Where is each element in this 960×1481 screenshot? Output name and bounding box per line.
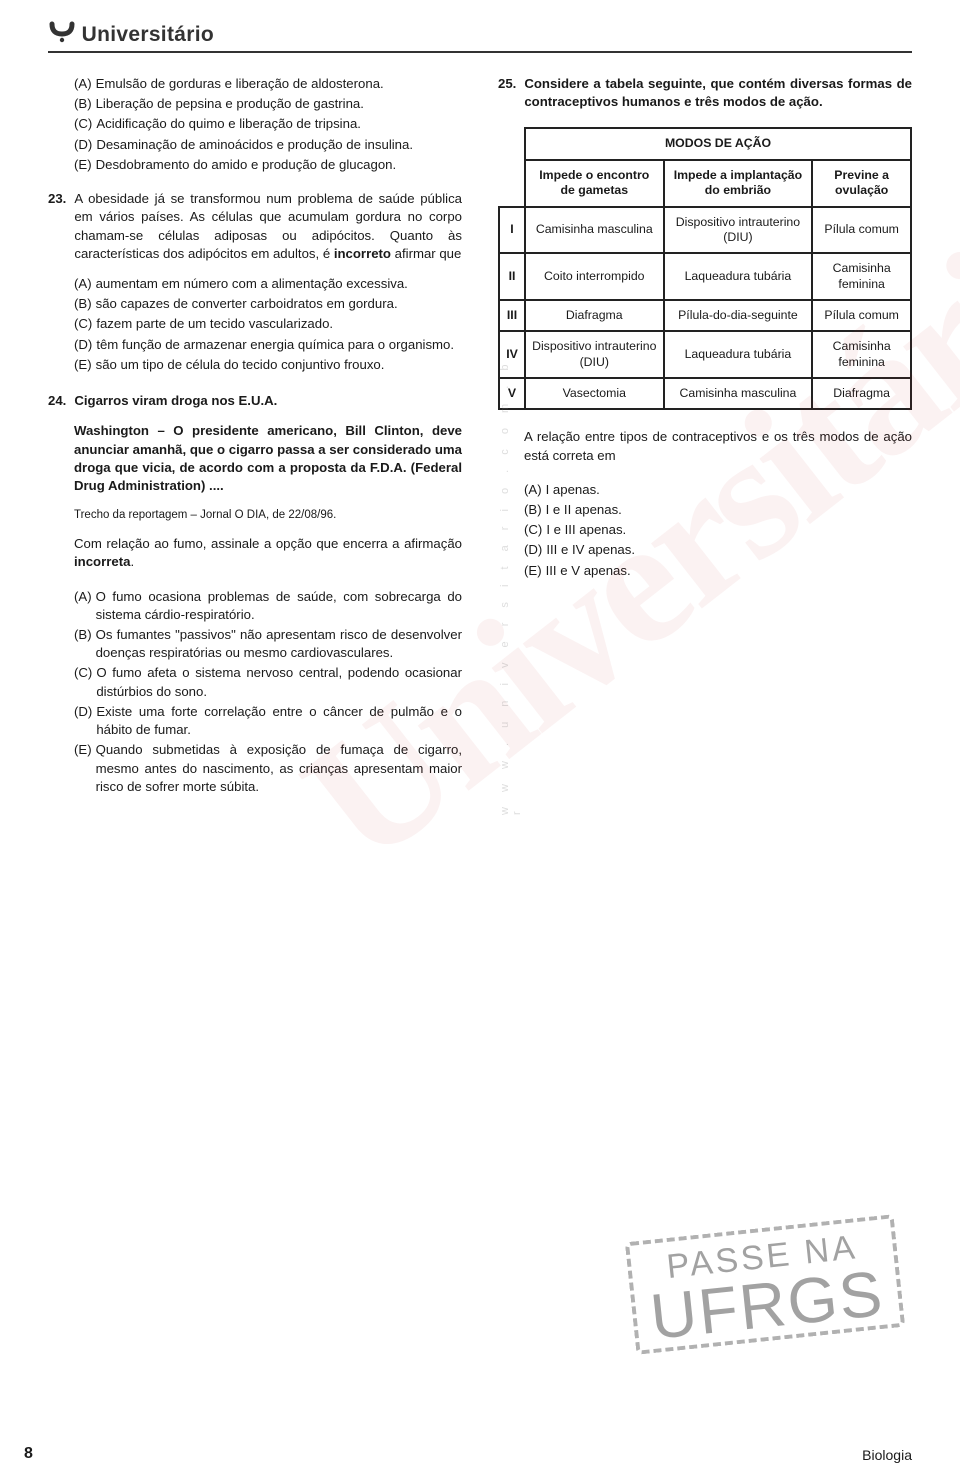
- q25-stem: Considere a tabela seguinte, que contém …: [524, 75, 912, 111]
- q25-table: MODOS DE AÇÃO Impede o encontro de gamet…: [498, 127, 912, 410]
- q23: 23. A obesidade já se transformou num pr…: [48, 190, 462, 374]
- q23-opt-d: (D)têm função de armazenar energia quími…: [74, 336, 462, 354]
- q22-opt-b: (B)Liberação de pepsina e produção de ga…: [74, 95, 462, 113]
- logo-text: Universitário: [82, 23, 214, 47]
- table-row: II Coito interrompido Laqueadura tubária…: [499, 253, 911, 300]
- q24-title: Cigarros viram droga nos E.U.A.: [74, 392, 462, 410]
- q23-number: 23.: [48, 190, 66, 263]
- logo-icon: [48, 20, 76, 47]
- q23-stem: A obesidade já se transformou num proble…: [74, 190, 462, 263]
- q22-opt-d: (D)Desaminação de aminoácidos e produção…: [74, 136, 462, 154]
- q25-opt-e: (E)III e V apenas.: [524, 562, 912, 580]
- logo-block: Universitário: [48, 20, 912, 47]
- q25: 25. Considere a tabela seguinte, que con…: [498, 75, 912, 580]
- ufrgs-stamp: PASSE NA UFRGS: [625, 1215, 905, 1355]
- subject-label: Biologia: [862, 1447, 912, 1463]
- q24-opt-a: (A)O fumo ocasiona problemas de saúde, c…: [74, 588, 462, 624]
- q24-opt-d: (D)Existe uma forte correlação entre o c…: [74, 703, 462, 739]
- q24-news-source: Trecho da reportagem – Jornal O DIA, de …: [48, 509, 462, 521]
- q24-lead: Com relação ao fumo, assinale a opção qu…: [48, 535, 462, 571]
- q24-options: (A)O fumo ocasiona problemas de saúde, c…: [48, 588, 462, 796]
- q25-lead: A relação entre tipos de contraceptivos …: [498, 428, 912, 464]
- table-row: IV Dispositivo intrauterino (DIU) Laquea…: [499, 331, 911, 378]
- q24: 24. Cigarros viram droga nos E.U.A. Wash…: [48, 392, 462, 796]
- stamp-line2: UFRGS: [648, 1265, 887, 1347]
- page-number: 8: [24, 1445, 33, 1463]
- q24-news-body: Washington – O presidente americano, Bil…: [48, 422, 462, 495]
- q25-opt-a: (A)I apenas.: [524, 481, 912, 499]
- q23-opt-e: (E)são um tipo de célula do tecido conju…: [74, 356, 462, 374]
- q25-th-2: Impede a implantação do embrião: [664, 160, 813, 207]
- q24-opt-b: (B)Os fumantes "passivos" não apresentam…: [74, 626, 462, 662]
- q22-opt-a: (A)Emulsão de gorduras e liberação de al…: [74, 75, 462, 93]
- header-divider: [48, 51, 912, 53]
- q23-opt-b: (B)são capazes de converter carboidratos…: [74, 295, 462, 313]
- left-column: (A)Emulsão de gorduras e liberação de al…: [48, 75, 462, 814]
- q22-opt-e: (E)Desdobramento do amido e produção de …: [74, 156, 462, 174]
- q24-opt-c: (C)O fumo afeta o sistema nervoso centra…: [74, 664, 462, 700]
- q25-opt-c: (C)I e III apenas.: [524, 521, 912, 539]
- q22-opt-c: (C)Acidificação do quimo e liberação de …: [74, 115, 462, 133]
- q25-opt-b: (B)I e II apenas.: [524, 501, 912, 519]
- q25-number: 25.: [498, 75, 516, 111]
- q25-opt-d: (D)III e IV apenas.: [524, 541, 912, 559]
- q24-number: 24.: [48, 392, 66, 410]
- right-column: 25. Considere a tabela seguinte, que con…: [498, 75, 912, 814]
- stamp-line1: PASSE NA: [644, 1226, 881, 1289]
- q23-opt-c: (C)fazem parte de um tecido vascularizad…: [74, 315, 462, 333]
- q23-opt-a: (A)aumentam em número com a alimentação …: [74, 275, 462, 293]
- table-row: III Diafragma Pílula-do-dia-seguinte Píl…: [499, 300, 911, 331]
- q25-th-3: Previne a ovulação: [812, 160, 911, 207]
- table-row: V Vasectomia Camisinha masculina Diafrag…: [499, 378, 911, 409]
- q25-table-head-span: MODOS DE AÇÃO: [525, 128, 911, 159]
- q25-th-1: Impede o encontro de gametas: [525, 160, 664, 207]
- q25-options: (A)I apenas. (B)I e II apenas. (C)I e II…: [498, 481, 912, 580]
- table-row: I Camisinha masculina Dispositivo intrau…: [499, 207, 911, 254]
- q22-options: (A)Emulsão de gorduras e liberação de al…: [48, 75, 462, 174]
- q23-options: (A)aumentam em número com a alimentação …: [48, 275, 462, 374]
- q24-opt-e: (E)Quando submetidas à exposição de fuma…: [74, 741, 462, 796]
